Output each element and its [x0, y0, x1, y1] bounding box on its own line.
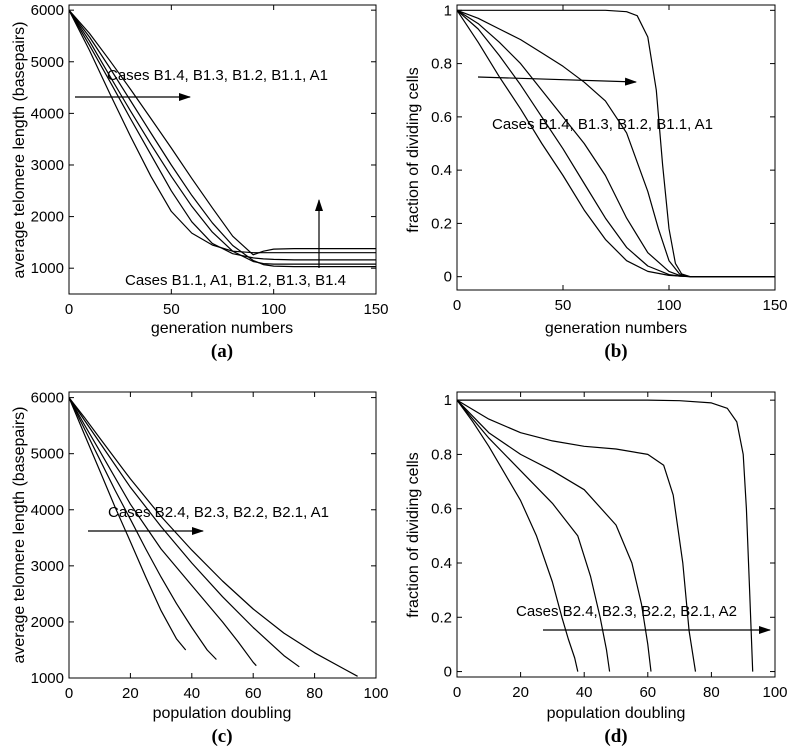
y-tick-label: 0	[444, 664, 452, 681]
data-lines	[68, 9, 376, 268]
x-axis-label: population doubling	[547, 705, 686, 722]
x-tick-label: 40	[183, 685, 200, 702]
series-line-b1-4	[456, 9, 775, 278]
y-tick-label: 0	[444, 269, 452, 286]
y-tick-label: 1	[444, 392, 452, 409]
series-line-b2-4	[456, 399, 579, 672]
x-tick-label: 0	[453, 297, 461, 314]
y-axis-label: fraction of dividing cells	[405, 67, 422, 232]
y-tick-label: 0.6	[431, 109, 452, 126]
y-tick-label: 0.8	[431, 56, 452, 73]
x-tick-label: 60	[245, 685, 262, 702]
series-line-a2	[457, 399, 754, 672]
panel-b: 0 50 100 150 0 0.2 0.4 0.6 0.8 1 fraction of divi…	[405, 2, 788, 362]
series-line-b1-1	[68, 9, 376, 254]
x-tick-label: 100	[363, 685, 388, 702]
x-tick-label: 0	[65, 301, 73, 318]
x-tick-label: 100	[762, 684, 787, 701]
data-lines	[68, 397, 358, 677]
y-tick-label: 0.4	[431, 162, 452, 179]
x-tick-label: 0	[65, 685, 73, 702]
series-line-b1-3	[68, 9, 376, 268]
y-tick-label: 3000	[31, 157, 64, 174]
series-line-b2-2	[456, 399, 652, 672]
x-axis-label: population doubling	[153, 705, 292, 722]
data-lines	[456, 9, 775, 278]
y-tick-label: 2000	[31, 614, 64, 631]
axis-ticks: 0 50 100 150 1000 2000 3000 4000 5000 6000	[31, 2, 389, 318]
x-tick-label: 80	[703, 684, 720, 701]
y-tick-label: 0.2	[431, 609, 452, 626]
panel-caption: (d)	[604, 726, 627, 747]
y-tick-label: 4000	[31, 105, 64, 122]
axis-ticks: 0 50 100 150 0 0.2 0.4 0.6 0.8 1	[431, 2, 787, 314]
series-line-a1	[457, 9, 775, 278]
series-line-b2-1	[68, 397, 300, 668]
plot-frame	[68, 4, 377, 295]
series-line-b2-4	[68, 397, 187, 651]
x-axis-label: generation numbers	[545, 320, 687, 337]
y-tick-label: 5000	[31, 446, 64, 463]
y-tick-label: 5000	[31, 54, 64, 71]
panel-caption: (b)	[604, 341, 627, 362]
panel-c: 0 20 40 60 80 100 1000 2000 3000 4000 5000 6000 ave…	[11, 390, 389, 747]
y-tick-label: 0.4	[431, 555, 452, 572]
y-tick-label: 0.8	[431, 446, 452, 463]
x-tick-label: 80	[306, 685, 323, 702]
panel-caption: (c)	[211, 726, 232, 747]
series-line-b2-1	[456, 399, 697, 672]
panel-a: 0 50 100 150 1000 2000 3000 4000 5000 6000 averag…	[11, 2, 389, 362]
annotation-text: Cases B1.4, B1.3, B1.2, B1.1, A1	[492, 116, 713, 133]
y-tick-label: 0.2	[431, 215, 452, 232]
x-tick-label: 150	[363, 301, 388, 318]
annotation-text: Cases B2.4, B2.3, B2.2, B2.1, A2	[516, 603, 737, 620]
panel-d: 0 20 40 60 80 100 0 0.2 0.4 0.6 0.8 1 fraction of d…	[405, 391, 788, 747]
series-line-b1-2	[456, 9, 775, 278]
series-line-b1-3	[456, 9, 775, 278]
plot-frame	[456, 4, 776, 291]
x-tick-label: 50	[555, 297, 572, 314]
series-line-a1	[68, 397, 358, 677]
y-tick-label: 3000	[31, 558, 64, 575]
annotation-text: Cases B2.4, B2.3, B2.2, B2.1, A1	[108, 504, 329, 521]
y-axis-label: average telomere length (basepairs)	[11, 406, 28, 663]
y-tick-label: 1	[444, 2, 452, 19]
x-tick-label: 20	[512, 684, 529, 701]
annotation-text: Cases B1.1, A1, B1.2, B1.3, B1.4	[125, 272, 346, 289]
panel-caption: (a)	[211, 341, 233, 362]
arrow-right	[477, 76, 637, 86]
plot-frame	[68, 391, 377, 679]
axis-ticks: 0 20 40 60 80 100 0 0.2 0.4 0.6 0.8 1	[431, 392, 788, 701]
y-tick-label: 2000	[31, 209, 64, 226]
y-tick-label: 0.6	[431, 501, 452, 518]
x-tick-label: 60	[639, 684, 656, 701]
series-line-b2-3	[456, 399, 611, 672]
data-lines	[456, 399, 754, 672]
y-tick-label: 4000	[31, 502, 64, 519]
y-tick-label: 1000	[31, 670, 64, 687]
x-tick-label: 100	[261, 301, 286, 318]
x-tick-label: 150	[762, 297, 787, 314]
series-line-b1-1	[456, 9, 775, 278]
y-axis-label: fraction of dividing cells	[405, 452, 422, 617]
y-tick-label: 6000	[31, 390, 64, 407]
x-tick-label: 0	[453, 684, 461, 701]
series-line-b2-3	[68, 397, 217, 660]
annotation-text: Cases B1.4, B1.3, B1.2, B1.1, A1	[107, 67, 328, 84]
y-axis-label: average telomere length (basepairs)	[11, 21, 28, 278]
series-line-b2-2	[68, 397, 257, 667]
axis-ticks: 0 20 40 60 80 100 1000 2000 3000 4000 5000 6000	[31, 390, 389, 702]
x-tick-label: 100	[656, 297, 681, 314]
x-tick-label: 50	[163, 301, 180, 318]
series-line-b1-2	[68, 9, 376, 265]
x-tick-label: 20	[122, 685, 139, 702]
x-tick-label: 40	[576, 684, 593, 701]
series-line-b1-4	[68, 9, 376, 256]
plot-frame	[456, 391, 776, 678]
y-tick-label: 6000	[31, 2, 64, 19]
x-axis-label: generation numbers	[151, 320, 293, 337]
series-line-a1	[68, 9, 376, 261]
y-tick-label: 1000	[31, 260, 64, 277]
